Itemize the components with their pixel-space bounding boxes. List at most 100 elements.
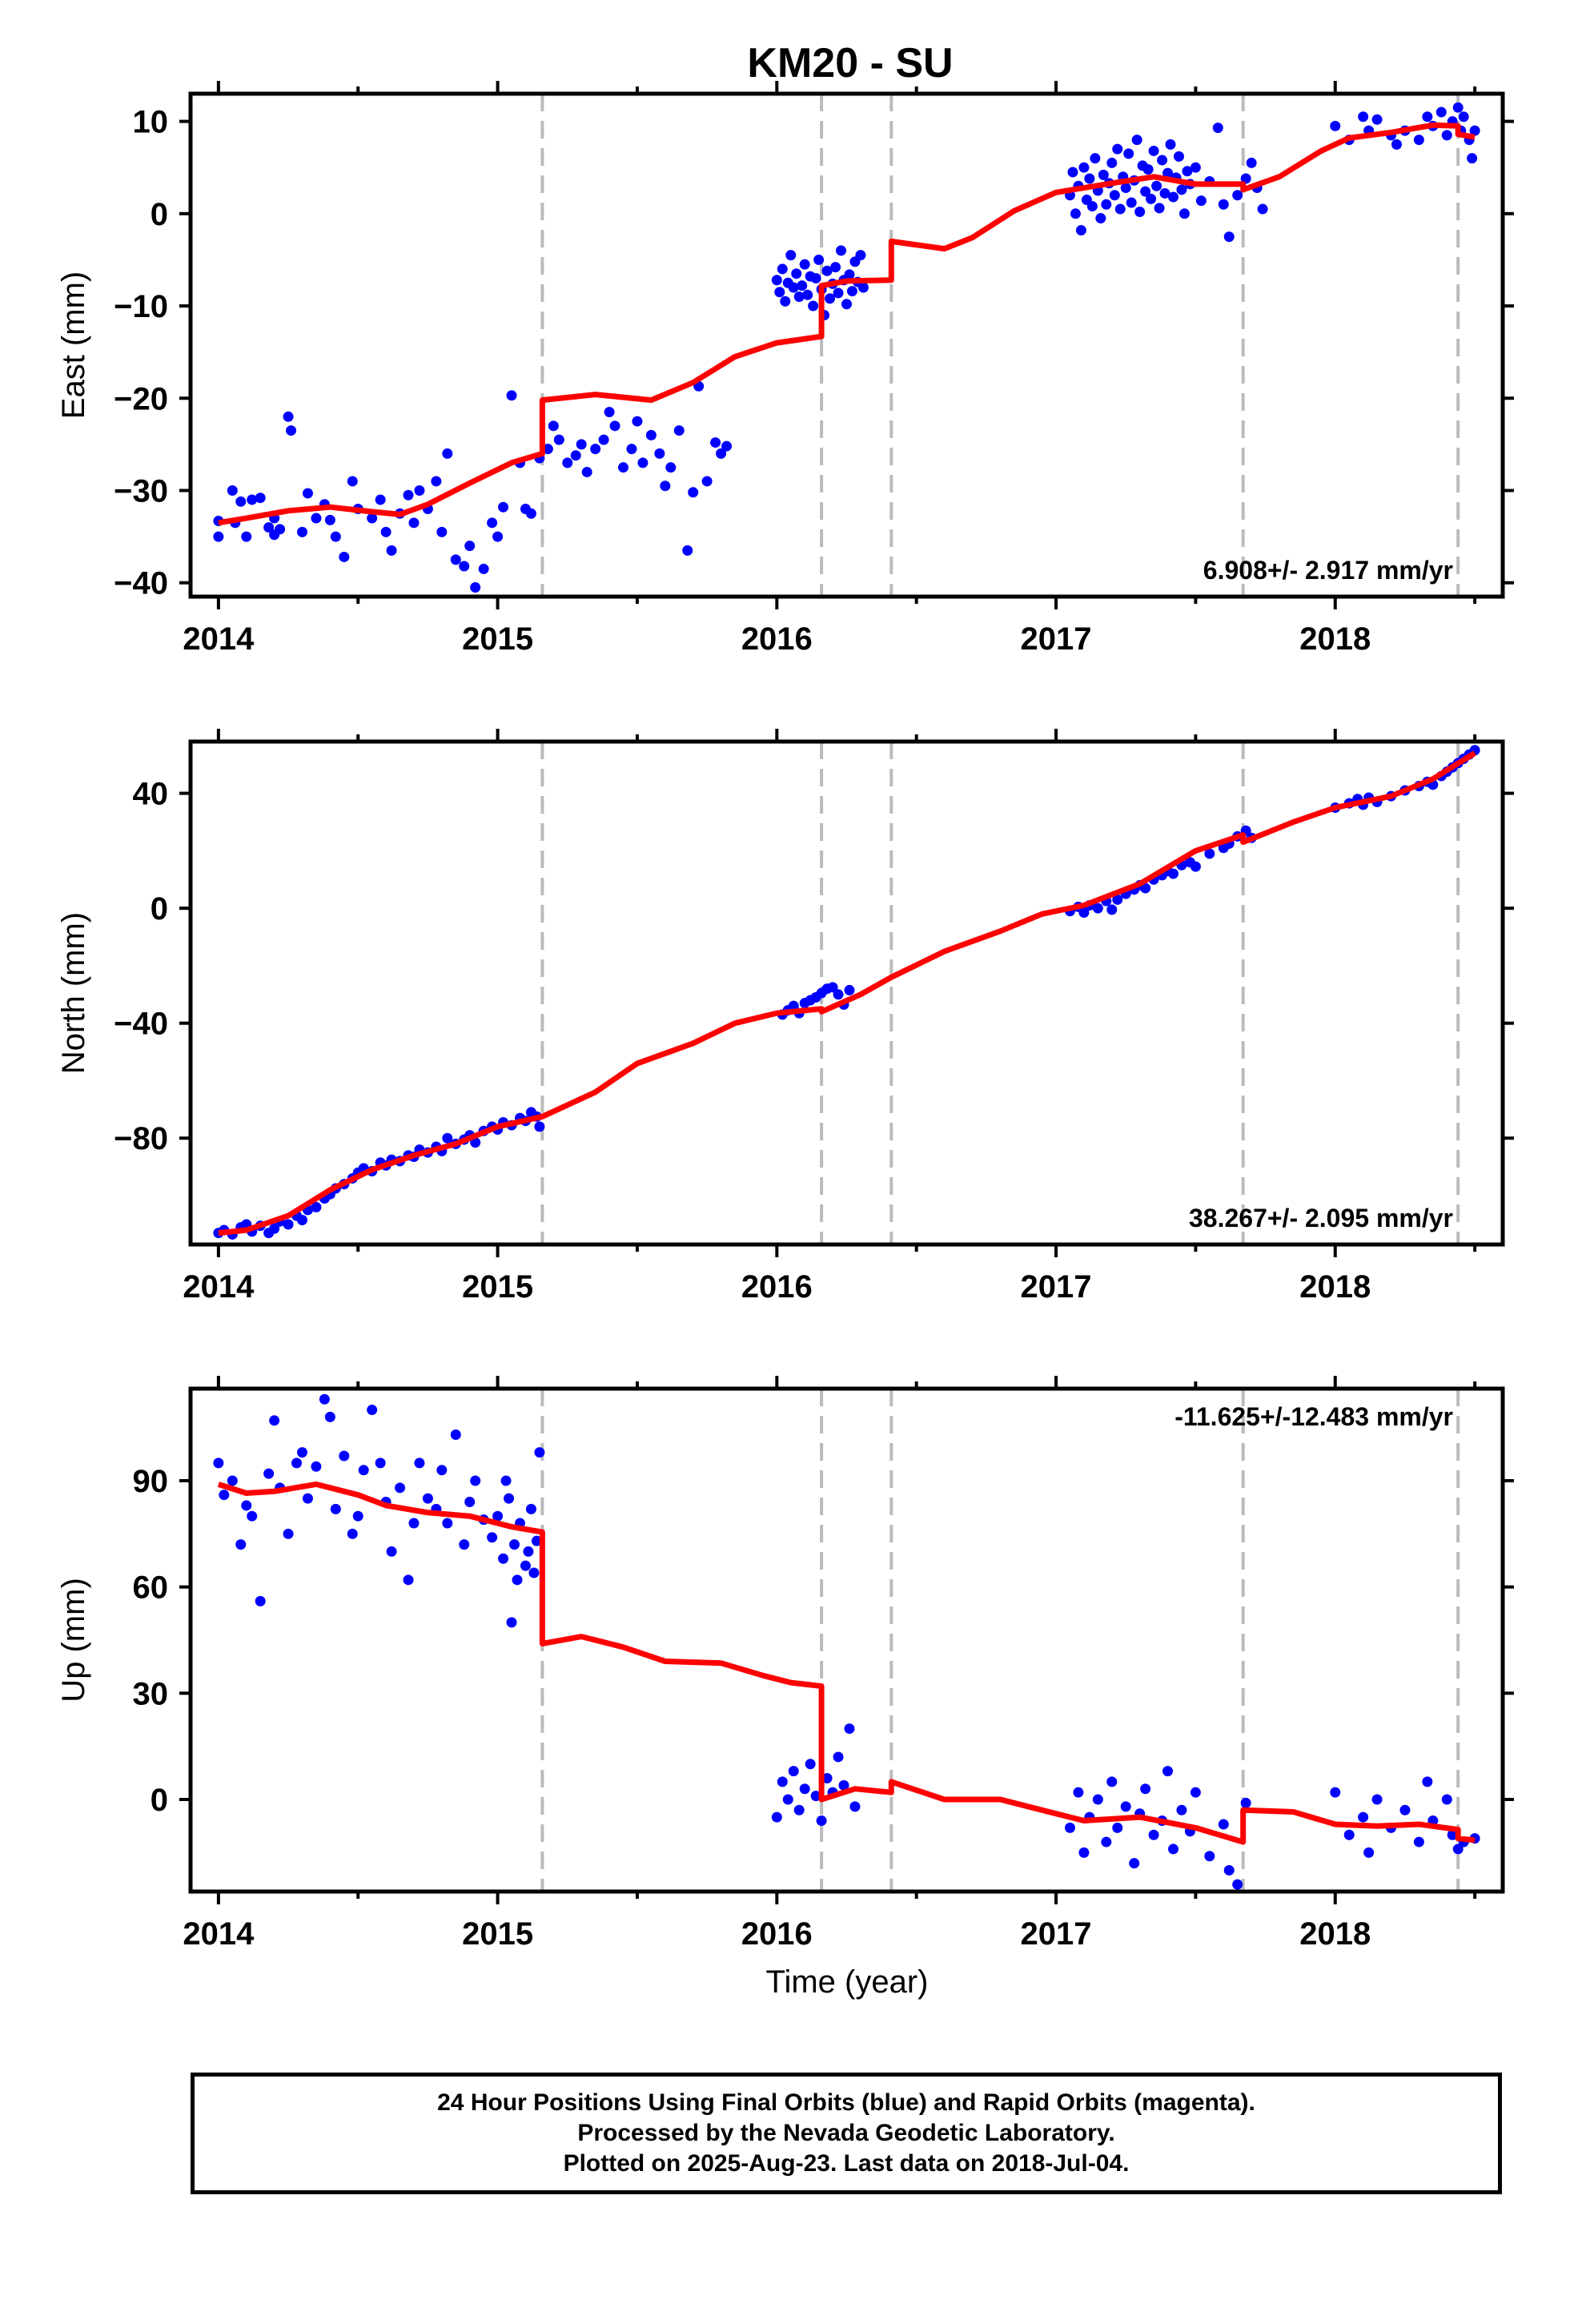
up-data-point: [528, 1567, 540, 1578]
north-data-point: [1190, 861, 1201, 872]
north-x-tick-label: 2014: [183, 1269, 255, 1305]
east-data-point: [1176, 184, 1187, 195]
east-data-point: [1151, 180, 1162, 191]
east-data-point: [785, 250, 797, 261]
east-data-point: [1178, 208, 1190, 219]
up-data-point: [367, 1405, 378, 1416]
east-data-point: [339, 551, 350, 562]
up-data-point: [1092, 1794, 1103, 1805]
up-data-point: [375, 1458, 386, 1469]
north-data-point: [1078, 907, 1090, 919]
east-data-point: [660, 480, 671, 492]
up-data-point: [1452, 1844, 1464, 1855]
up-y-tick-label: 0: [151, 1783, 168, 1818]
east-rate-annotation: 6.908+/- 2.917 mm/yr: [1203, 556, 1453, 585]
up-data-point: [500, 1475, 512, 1486]
east-data-point: [1084, 173, 1095, 184]
east-data-point: [1131, 135, 1142, 146]
east-data-point: [1101, 199, 1112, 210]
east-data-point: [408, 517, 420, 529]
east-data-point: [682, 545, 693, 556]
east-data-point: [553, 434, 564, 445]
east-data-point: [570, 450, 581, 461]
east-data-point: [506, 390, 517, 401]
up-data-point: [1232, 1879, 1243, 1890]
east-data-point: [436, 526, 448, 537]
up-data-point: [403, 1574, 414, 1586]
north-data-point: [827, 982, 838, 993]
east-data-point: [548, 420, 559, 432]
east-y-tick-label: −40: [114, 566, 168, 601]
east-data-point: [1435, 107, 1447, 118]
north-y-tick-label: 0: [151, 891, 168, 927]
up-data-point: [520, 1560, 531, 1571]
east-data-point: [1223, 231, 1235, 243]
up-x-tick-label: 2017: [1021, 1916, 1092, 1952]
up-data-point: [844, 1723, 855, 1735]
up-data-point: [512, 1574, 523, 1586]
up-y-axis-label: Up (mm): [56, 1578, 91, 1703]
up-data-point: [247, 1510, 258, 1522]
east-data-point: [347, 476, 358, 487]
east-data-point: [1067, 167, 1078, 178]
north-y-axis-label: North (mm): [56, 912, 91, 1074]
up-data-point: [531, 1535, 542, 1546]
east-y-tick-label: −20: [114, 381, 168, 416]
east-data-point: [1246, 157, 1257, 168]
east-data-point: [442, 448, 453, 459]
east-data-point: [227, 485, 238, 496]
east-data-point: [1159, 187, 1170, 199]
north-model-line: [218, 750, 1476, 1236]
up-x-tick-label: 2018: [1299, 1916, 1371, 1952]
east-data-point: [464, 541, 476, 552]
east-data-point: [1232, 190, 1243, 201]
east-data-point: [311, 513, 322, 524]
east-data-point: [1086, 201, 1098, 212]
north-data-point: [844, 984, 855, 995]
east-data-point: [654, 448, 665, 459]
up-data-point: [330, 1503, 341, 1514]
north-panel: 40 0 −40 −80 2014 2015 2016 2017 2018 North (mm) 3…: [56, 729, 1514, 1305]
up-data-point: [1363, 1847, 1375, 1858]
east-data-point: [855, 250, 866, 261]
up-data-point: [1371, 1794, 1383, 1805]
north-data-point: [442, 1132, 453, 1144]
up-data-point: [1422, 1776, 1433, 1787]
up-y-tick-label: 60: [133, 1570, 169, 1606]
up-data-point: [498, 1553, 509, 1564]
east-data-point: [688, 487, 699, 498]
east-data-point: [626, 444, 637, 455]
east-data-point: [375, 494, 386, 505]
footer-line-2: Processed by the Nevada Geodetic Laborat…: [577, 2120, 1115, 2146]
up-data-point: [255, 1595, 266, 1606]
east-data-point: [833, 287, 844, 299]
east-data-point: [1114, 203, 1126, 215]
east-data-point: [590, 444, 601, 455]
east-data-point: [1098, 169, 1109, 180]
east-data-point: [802, 289, 813, 300]
east-y-tick-label: 0: [151, 197, 168, 232]
east-data-point: [1452, 102, 1464, 113]
east-data-point: [275, 524, 286, 535]
east-data-point: [836, 245, 847, 256]
up-data-point: [450, 1429, 461, 1440]
east-plot-frame: [188, 91, 1505, 599]
east-data-point: [1095, 213, 1106, 224]
up-data-point: [1148, 1829, 1159, 1840]
east-data-point: [825, 293, 836, 304]
east-data-point: [841, 299, 852, 310]
east-data-point: [478, 563, 489, 574]
east-data-point: [487, 517, 498, 529]
up-data-point: [1073, 1787, 1084, 1798]
east-data-point: [386, 545, 397, 556]
east-data-point: [821, 265, 833, 276]
east-data-point: [1134, 206, 1146, 217]
north-data-point: [311, 1201, 322, 1212]
east-data-point: [255, 493, 266, 504]
east-data-point: [1173, 151, 1184, 162]
up-data-point: [408, 1518, 420, 1529]
east-data-point: [1458, 111, 1469, 123]
east-data-point: [296, 526, 307, 537]
footer-line-3: Plotted on 2025-Aug-23. Last data on 201…: [563, 2150, 1130, 2177]
east-data-point: [414, 485, 425, 496]
